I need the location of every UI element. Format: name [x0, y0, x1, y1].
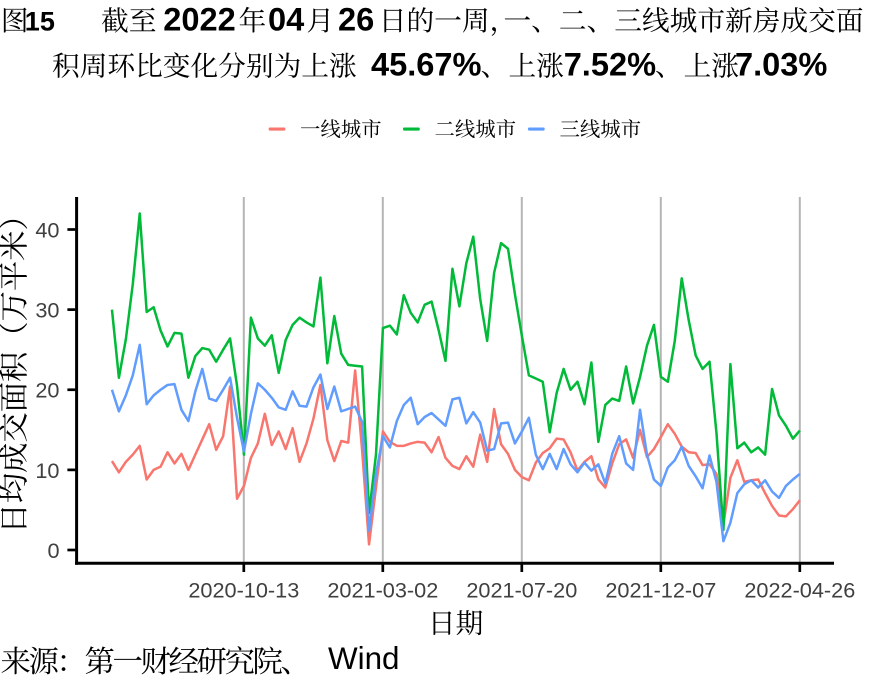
svg-text:2022: 2022	[163, 0, 235, 37]
svg-text:15: 15	[25, 6, 55, 36]
svg-text:2020-10-13: 2020-10-13	[188, 577, 299, 602]
svg-text:0: 0	[47, 538, 59, 563]
svg-text:2021-03-02: 2021-03-02	[327, 577, 438, 602]
svg-text:40: 40	[35, 217, 59, 242]
svg-text:20: 20	[35, 378, 59, 403]
svg-text:04: 04	[268, 0, 304, 37]
svg-text:2021-07-20: 2021-07-20	[466, 577, 577, 602]
svg-text:Wind: Wind	[328, 641, 400, 676]
svg-text:7.52%: 7.52%	[564, 46, 656, 83]
svg-text:26: 26	[338, 0, 374, 37]
svg-text:10: 10	[35, 458, 59, 483]
svg-text:30: 30	[35, 298, 59, 323]
svg-text:2021-12-07: 2021-12-07	[605, 577, 716, 602]
svg-text:7.03%: 7.03%	[735, 46, 827, 83]
svg-text:2022-04-26: 2022-04-26	[744, 577, 855, 602]
svg-text:45.67%: 45.67%	[371, 46, 482, 83]
